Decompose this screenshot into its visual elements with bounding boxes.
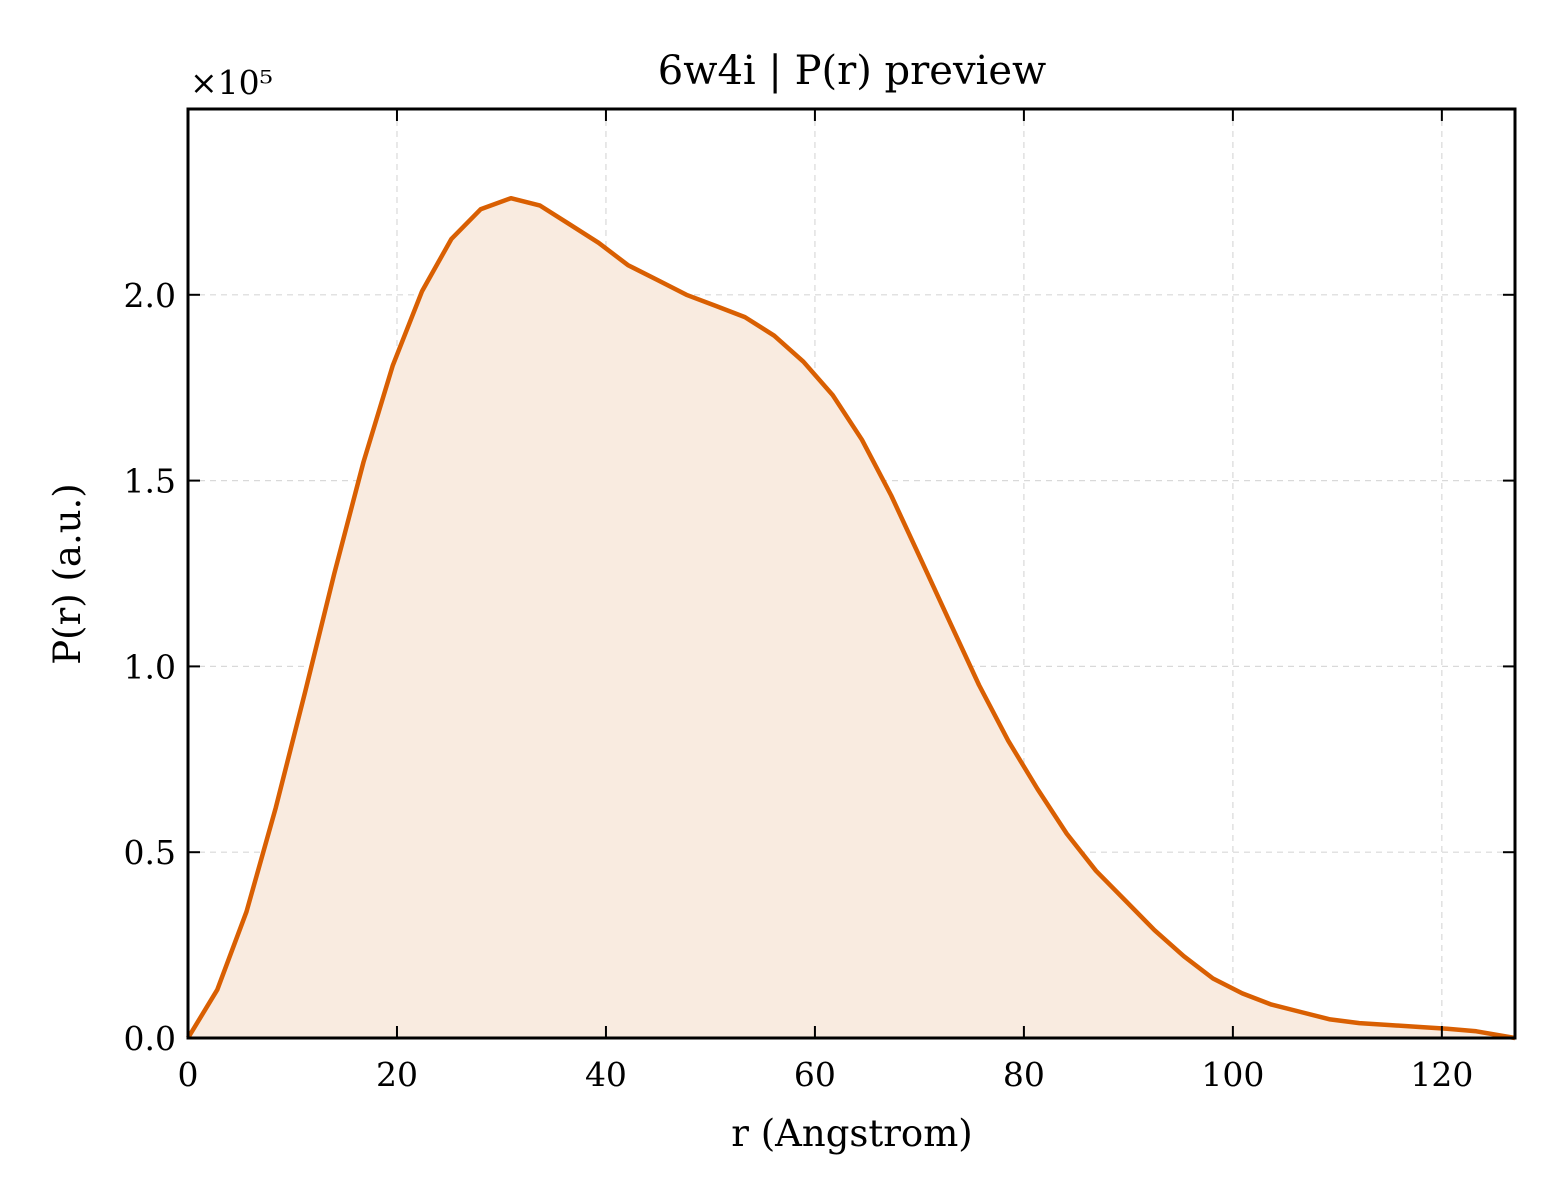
y-tick-label: 1.0 [124, 647, 176, 686]
y-axis-label: P(r) (a.u.) [46, 483, 89, 665]
x-tick-label: 60 [794, 1055, 836, 1094]
series-line [186, 195, 1516, 1041]
x-tick-label: 40 [585, 1055, 627, 1094]
x-tick-label: 80 [1003, 1055, 1045, 1094]
x-tick-label: 0 [178, 1055, 199, 1094]
x-tick-label: 120 [1410, 1055, 1473, 1094]
y-tick-label: 0.5 [124, 833, 176, 872]
x-tick-label: 100 [1201, 1055, 1264, 1094]
x-tick-label: 20 [376, 1055, 418, 1094]
x-axis-label: r (Angstrom) [731, 1112, 972, 1155]
y-tick-label: 2.0 [124, 276, 176, 315]
plot-frame [186, 107, 1517, 1040]
axis-ticks: 0 20 40 60 80 100 120 0.0 0.5 1.0 1.5 2.0 [124, 109, 1515, 1094]
area-fill [188, 198, 1515, 1038]
y-tick-label: 1.5 [124, 462, 176, 501]
chart-title: 6w4i | P(r) preview [658, 48, 1047, 94]
y-tick-label: 0.0 [124, 1019, 176, 1058]
y-multiplier-label: ×10⁵ [190, 63, 273, 102]
